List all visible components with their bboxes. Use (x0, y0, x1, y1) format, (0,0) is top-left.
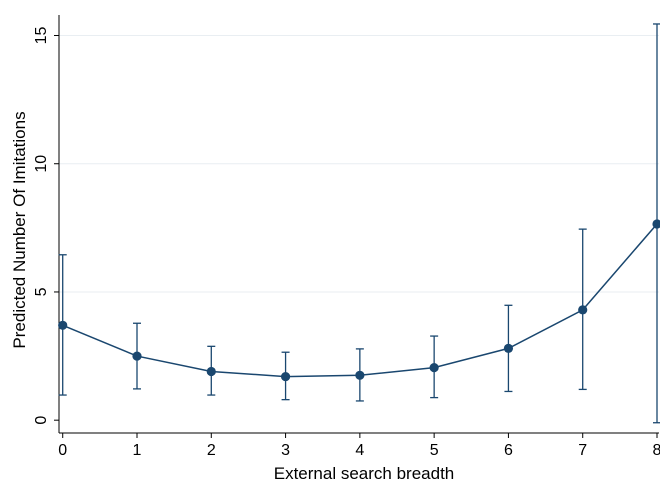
data-points (58, 219, 660, 382)
data-point (578, 305, 588, 315)
grid-lines (59, 35, 659, 293)
y-tick-label: 5 (33, 287, 50, 296)
data-point (503, 343, 514, 353)
data-point (132, 351, 142, 361)
data-point (429, 363, 439, 373)
data-point (355, 370, 365, 380)
data-point (58, 320, 68, 330)
y-tick-label: 15 (33, 27, 50, 45)
x-tick-label: 4 (355, 442, 364, 459)
axes (58, 15, 659, 434)
error-bars (58, 23, 660, 424)
x-tick-label: 8 (653, 442, 660, 459)
data-point (652, 219, 660, 229)
data-point (280, 371, 291, 382)
y-tick-label: 0 (33, 416, 50, 425)
x-tick-label: 1 (133, 442, 142, 459)
tick-marks: 0 5 10 15 0 1 2 3 4 5 6 7 8 (33, 27, 660, 459)
x-tick-label: 0 (58, 442, 67, 459)
x-tick-label: 2 (207, 442, 216, 459)
data-point (206, 366, 216, 377)
y-tick-label: 10 (33, 155, 50, 173)
y-axis-title: Predicted Number Of Imitations (10, 111, 29, 348)
x-tick-label: 6 (504, 442, 513, 459)
x-tick-label: 7 (578, 442, 587, 459)
x-tick-label: 5 (430, 442, 439, 459)
x-axis-title: External search breadth (274, 464, 455, 480)
x-tick-label: 3 (281, 442, 290, 459)
